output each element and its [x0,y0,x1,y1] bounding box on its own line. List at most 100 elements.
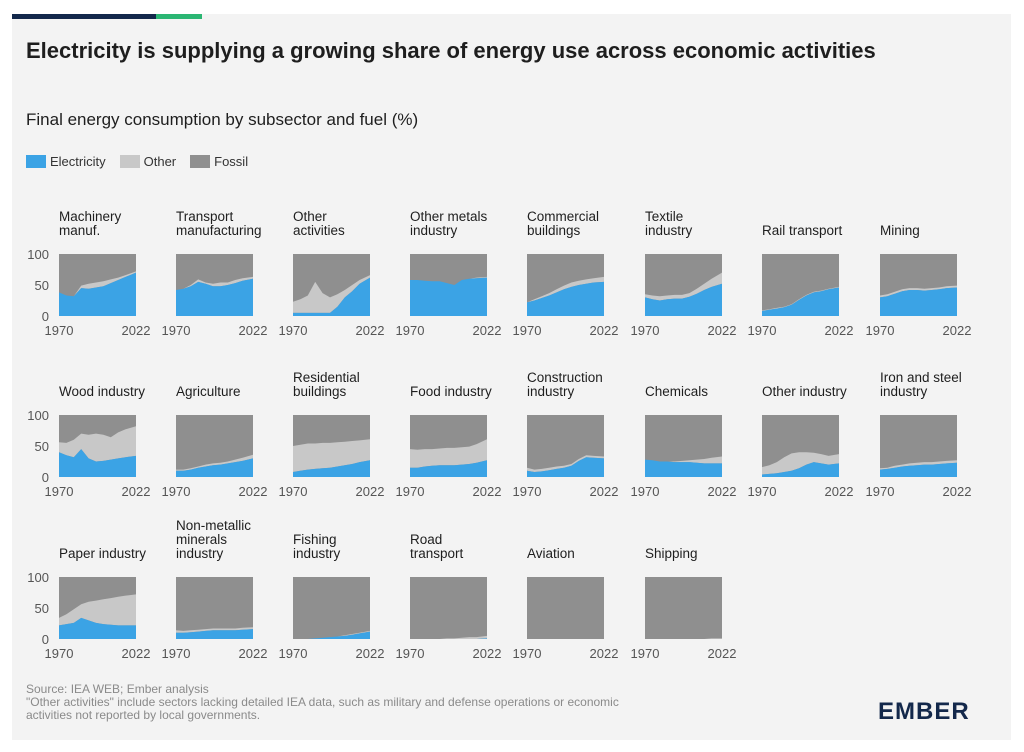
panel-title: Construction [527,370,603,385]
x-tick-label: 2022 [239,484,268,499]
area-other [410,439,487,468]
y-tick-label: 0 [42,309,49,324]
accent-bar [12,14,156,19]
x-tick-label: 2022 [708,323,737,338]
x-tick-label: 2022 [473,323,502,338]
legend-label: Other [143,154,177,169]
panel-title: buildings [293,384,347,399]
area-electricity [645,283,722,316]
page-title: Electricity is supplying a growing share… [26,38,876,63]
y-tick-label: 50 [35,439,49,454]
x-tick-label: 1970 [748,484,777,499]
y-tick-label: 50 [35,278,49,293]
area-other [176,276,253,290]
area-electricity [410,638,487,639]
x-tick-label: 1970 [866,484,895,499]
x-tick-label: 2022 [825,484,854,499]
x-tick-label: 1970 [45,323,74,338]
panel-title: Agriculture [176,384,241,399]
area-other [59,426,136,462]
x-tick-label: 2022 [122,484,151,499]
area-electricity [527,457,604,477]
panel-title: Non-metallic [176,518,251,533]
panel-title: buildings [527,223,581,238]
x-tick-label: 2022 [239,323,268,338]
area-fossil [410,577,487,639]
x-tick-label: 1970 [279,484,308,499]
panel-title: industry [176,546,224,561]
area-other [59,271,136,297]
panel-title: manuf. [59,223,100,238]
area-other [645,272,722,301]
x-tick-label: 2022 [122,323,151,338]
area-electricity [59,272,136,316]
area-electricity [293,277,370,316]
panel-title: activities [293,223,345,238]
x-tick-label: 1970 [513,484,542,499]
x-tick-label: 2022 [943,323,972,338]
x-tick-label: 1970 [45,484,74,499]
x-tick-label: 1970 [279,323,308,338]
panel-title: Aviation [527,546,575,561]
panel-title: manufacturing [176,223,262,238]
panel-title: Rail transport [762,223,843,238]
x-tick-label: 1970 [513,646,542,661]
y-tick-label: 0 [42,470,49,485]
x-tick-label: 2022 [590,323,619,338]
panel-title: industry [645,223,693,238]
x-tick-label: 1970 [162,484,191,499]
footnote-line: activities not reported by local governm… [26,708,261,722]
x-tick-label: 2022 [943,484,972,499]
x-tick-label: 2022 [708,646,737,661]
panel-title: Other industry [762,384,847,399]
panel-title: minerals [176,532,227,547]
panel-title: Residential [293,370,360,385]
y-tick-label: 50 [35,601,49,616]
panel-title: industry [527,384,575,399]
area-electricity [880,462,957,477]
area-other [645,456,722,464]
area-other [59,594,136,626]
legend-item-other: Other [119,154,177,169]
area-other [762,452,839,475]
area-other [293,439,370,472]
area-fossil [645,577,722,639]
legend-swatch-fossil [190,155,211,168]
area-other [293,275,370,313]
panel-title: Paper industry [59,546,146,561]
ember-logo: EMBER [878,698,970,725]
x-tick-label: 1970 [748,323,777,338]
area-other [645,638,722,639]
x-tick-label: 1970 [396,323,425,338]
panel-title: Transport [176,209,234,224]
area-electricity [527,281,604,316]
x-tick-label: 1970 [396,646,425,661]
area-electricity [176,278,253,316]
legend-label: Fossil [214,154,249,169]
panel-title: Wood industry [59,384,145,399]
panel-title: Chemicals [645,384,708,399]
legend-swatch-electricity [26,155,46,168]
panel-title: Textile [645,209,683,224]
x-tick-label: 1970 [162,646,191,661]
area-electricity [880,287,957,316]
x-tick-label: 2022 [708,484,737,499]
area-other [176,627,253,633]
x-tick-label: 1970 [45,646,74,661]
area-other [762,286,839,311]
footnote-line: "Other activities" include sectors lacki… [26,695,619,709]
panel-title: transport [410,546,464,561]
area-electricity [176,629,253,639]
area-electricity [410,277,487,316]
x-tick-label: 1970 [866,323,895,338]
panel-title: Other [293,209,327,224]
area-electricity [762,462,839,477]
panel-title: Mining [880,223,920,238]
x-tick-label: 2022 [473,484,502,499]
x-tick-label: 2022 [825,323,854,338]
x-tick-label: 1970 [513,323,542,338]
x-tick-label: 2022 [590,646,619,661]
x-tick-label: 1970 [162,323,191,338]
accent-bar-green [156,14,202,19]
panel-title: Road [410,532,442,547]
